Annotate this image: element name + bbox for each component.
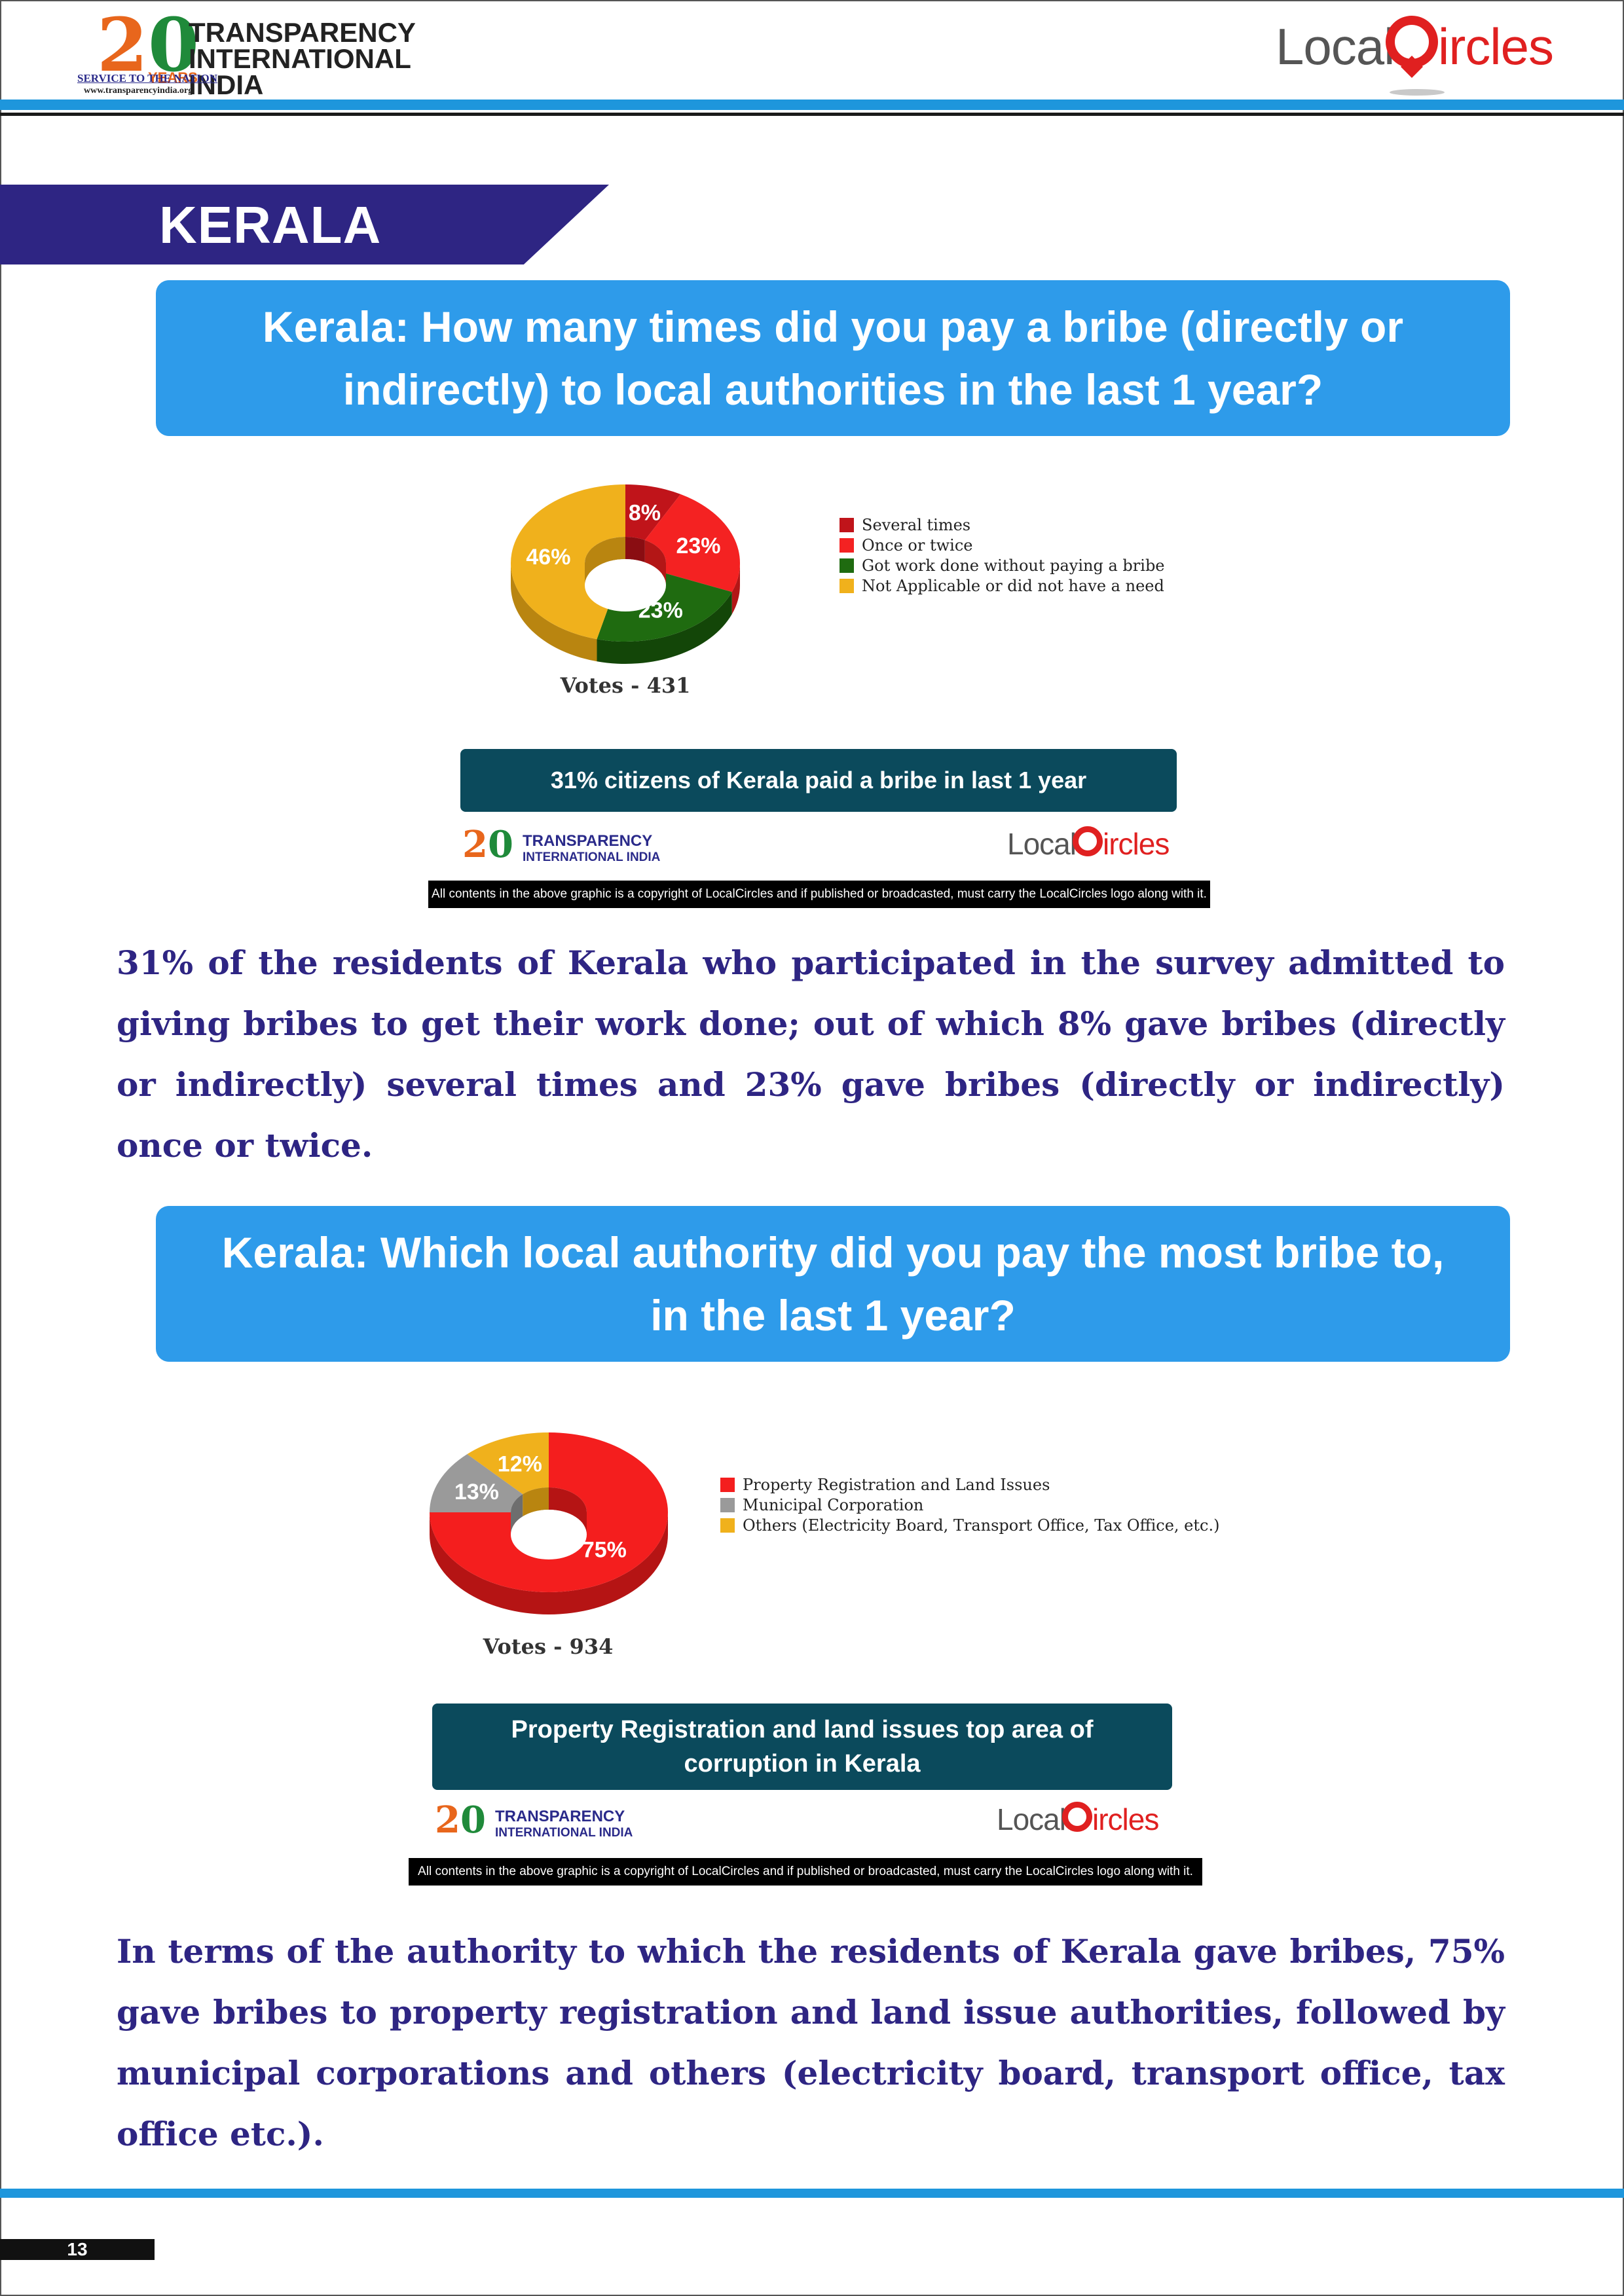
chart-1-legend-swatch-2 xyxy=(840,558,854,573)
chart-2-ti-logo: 20 TRANSPARENCY INTERNATIONAL INDIA xyxy=(435,1798,633,1842)
chart-1: 8% 23% 23% 46% Several times Once or twice Go… xyxy=(498,471,1165,707)
header-rule-blue xyxy=(0,100,1624,110)
chart-2-legend-item-0: Property Registration and Land Issues xyxy=(720,1474,1219,1495)
chart-2-legend-swatch-0 xyxy=(720,1477,735,1492)
chart-1-side-2 xyxy=(597,592,732,664)
ti-tagline-block: SERVICE TO THE NATION www.transparencyin… xyxy=(77,72,217,97)
chart-1-legend-label-1: Once or twice xyxy=(862,536,973,555)
chart-2-slice-2 xyxy=(467,1432,549,1495)
chart-1-side-3 xyxy=(511,563,597,662)
lc-ircles-text: ircles xyxy=(1438,18,1554,75)
chart-1-legend-item-3: Not Applicable or did not have a need xyxy=(840,575,1165,596)
chart-2-lc-logo: Local ircles xyxy=(997,1798,1167,1844)
chart-2-donut: 75% 13% 12% xyxy=(430,1432,668,1614)
chart-2-ti-line1: TRANSPARENCY xyxy=(495,1808,625,1825)
chart-1-legend: Several times Once or twice Got work done … xyxy=(840,515,1165,596)
chart-1-value-label-3: 46% xyxy=(526,545,570,570)
ti-name-line1: TRANSPARENCY xyxy=(189,17,416,48)
chart-2-lc-ircles: ircles xyxy=(1092,1802,1159,1836)
chart-2-slice-1 xyxy=(430,1454,523,1512)
chart-1-hole xyxy=(585,559,666,611)
chart-1-inner-wall-1-0 xyxy=(644,539,666,585)
ti-name: TRANSPARENCY INTERNATIONAL INDIA xyxy=(189,17,418,100)
chart-2-legend-label-0: Property Registration and Land Issues xyxy=(743,1475,1050,1494)
localcircles-logo: Local ircles xyxy=(1270,12,1554,97)
chart-2-legend-label-1: Municipal Corporation xyxy=(743,1495,924,1514)
chart-1-ti-logo: 20 TRANSPARENCY INTERNATIONAL INDIA xyxy=(462,823,661,866)
chart-2-legend-item-1: Municipal Corporation xyxy=(720,1495,1219,1515)
ti-name-line2: INTERNATIONAL INDIA xyxy=(189,43,411,100)
chart-1-copyright: All contents in the above graphic is a c… xyxy=(428,881,1210,908)
transparency-international-logo: 20 YEARS TRANSPARENCY INTERNATIONAL INDI… xyxy=(77,3,418,99)
ti-tagline: SERVICE TO THE NATION xyxy=(77,72,218,84)
question-2-finding: Property Registration and land issues to… xyxy=(432,1704,1172,1790)
chart-2-lc-local: Local xyxy=(997,1802,1066,1836)
chart-1-side-1 xyxy=(731,563,740,615)
chart-2-inner-wall-1-1 xyxy=(511,1494,523,1535)
chart-1-slice-0 xyxy=(625,484,681,540)
chart-2-inner-wall-0-0 xyxy=(549,1487,587,1535)
page-number: 13 xyxy=(0,2239,155,2260)
ti-website: www.transparencyindia.org xyxy=(84,86,193,96)
chart-1-legend-item-0: Several times xyxy=(840,515,1165,535)
chart-1-legend-label-3: Not Applicable or did not have a need xyxy=(862,576,1164,595)
chart-2-side-0 xyxy=(430,1512,668,1614)
chart-1-ti-line2: INTERNATIONAL INDIA xyxy=(523,850,661,864)
paragraph-2: In terms of the authority to which the r… xyxy=(117,1932,1505,2153)
chart-2-lc-pin-icon xyxy=(1062,1802,1092,1832)
lc-local-text: Local xyxy=(1276,18,1395,75)
ti-years-label: YEARS xyxy=(148,69,198,86)
chart-1-ti-line1: TRANSPARENCY xyxy=(523,832,653,850)
chart-2: 75% 13% 12% Property Registration and Land… xyxy=(419,1427,1219,1650)
chart-2-value-label-2: 12% xyxy=(498,1452,542,1477)
chart-2-value-label-0: 75% xyxy=(582,1538,627,1563)
chart-2-legend-swatch-2 xyxy=(720,1518,735,1533)
chart-1-value-label-1: 23% xyxy=(676,534,720,558)
chart-1-legend-label-0: Several times xyxy=(862,515,971,534)
chart-1-legend-item-2: Got work done without paying a bribe xyxy=(840,555,1165,575)
chart-1-slice-1 xyxy=(644,494,740,592)
chart-1-legend-label-2: Got work done without paying a bribe xyxy=(862,556,1165,575)
chart-2-legend-label-2: Others (Electricity Board, Transport Off… xyxy=(743,1516,1220,1535)
chart-1-inner-wall-0-0 xyxy=(625,537,645,562)
chart-2-legend: Property Registration and Land Issues Mun… xyxy=(720,1474,1219,1535)
section-title: KERALA xyxy=(159,196,382,254)
chart-1-legend-item-1: Once or twice xyxy=(840,535,1165,555)
chart-1-value-label-2: 23% xyxy=(638,598,683,623)
chart-1-legend-swatch-1 xyxy=(840,538,854,553)
chart-2-slice-0 xyxy=(430,1432,668,1592)
chart-2-copyright: All contents in the above graphic is a c… xyxy=(409,1858,1202,1886)
chart-1-value-label-0: 8% xyxy=(629,501,661,526)
lc-pin-shadow xyxy=(1390,89,1445,96)
question-1-finding: 31% citizens of Kerala paid a bribe in l… xyxy=(460,749,1177,812)
paragraph-1: 31% of the residents of Kerala who parti… xyxy=(117,943,1505,1165)
chart-1-lc-local: Local xyxy=(1007,827,1077,861)
ti-20-years-mark: 20 xyxy=(97,3,199,88)
chart-1-votes: Votes - 431 xyxy=(560,673,691,698)
chart-2-hole xyxy=(511,1510,587,1559)
chart-2-value-label-1: 13% xyxy=(454,1480,499,1504)
chart-2-legend-swatch-1 xyxy=(720,1497,735,1512)
chart-1-lc-ircles: ircles xyxy=(1103,827,1170,861)
question-1-title: Kerala: How many times did you pay a bri… xyxy=(156,280,1510,436)
chart-1-legend-swatch-0 xyxy=(840,517,854,532)
chart-1-lc-logo: Local ircles xyxy=(1007,822,1177,868)
question-2-title: Kerala: Which local authority did you pa… xyxy=(156,1206,1510,1362)
chart-1-inner-wall-3-1 xyxy=(585,537,625,585)
chart-2-votes: Votes - 934 xyxy=(483,1634,614,1659)
chart-2-ti-line2: INTERNATIONAL INDIA xyxy=(495,1826,633,1840)
header-rule-dark xyxy=(0,113,1624,116)
footer-rule xyxy=(0,2189,1624,2198)
chart-2-inner-wall-2-1 xyxy=(523,1487,549,1517)
section-banner xyxy=(0,185,609,264)
lc-pin-icon xyxy=(1386,16,1438,68)
chart-2-legend-item-2: Others (Electricity Board, Transport Off… xyxy=(720,1515,1219,1535)
chart-1-donut: 8% 23% 23% 46% xyxy=(510,484,740,664)
chart-1-lc-pin-icon xyxy=(1073,826,1103,856)
chart-1-legend-swatch-3 xyxy=(840,578,854,593)
